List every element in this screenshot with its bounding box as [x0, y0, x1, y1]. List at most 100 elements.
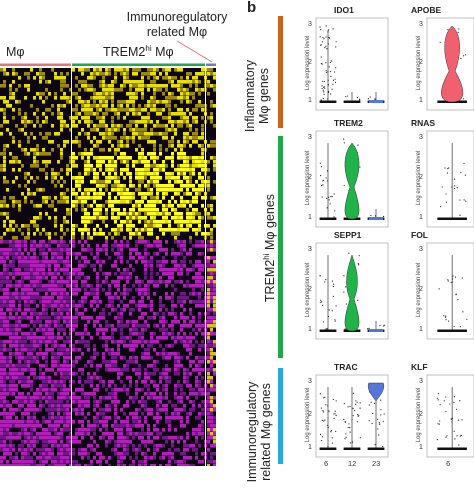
data-point	[457, 298, 459, 301]
data-point	[345, 303, 347, 305]
data-point	[335, 46, 337, 48]
violin-flat	[368, 217, 384, 220]
data-point	[380, 409, 382, 411]
data-point	[325, 278, 327, 281]
data-point	[359, 402, 361, 404]
data-point	[322, 304, 324, 306]
data-point	[323, 80, 326, 83]
data-point	[349, 405, 351, 408]
group-bar-inflammatory	[278, 16, 283, 128]
data-point	[464, 174, 467, 176]
violin-plot-sepp1	[315, 242, 389, 340]
y-tick-label: 3	[419, 378, 423, 385]
data-point	[463, 162, 465, 165]
data-point	[453, 187, 456, 190]
data-point	[457, 419, 460, 421]
data-point	[451, 421, 453, 423]
data-point	[369, 96, 371, 98]
data-point	[343, 275, 345, 277]
data-point	[453, 325, 455, 328]
gene-title-klf: KLF	[411, 362, 428, 372]
y-tick-label: 1	[419, 214, 423, 221]
immuno-cluster-bar	[206, 63, 216, 66]
data-point	[327, 405, 329, 407]
data-point	[459, 326, 461, 328]
data-point	[334, 410, 336, 412]
data-point	[452, 275, 454, 277]
data-point	[344, 420, 346, 423]
data-point	[378, 434, 380, 436]
y-tick-label: 2	[308, 59, 312, 66]
data-point	[326, 197, 328, 199]
data-point	[349, 426, 351, 429]
data-point	[445, 319, 447, 321]
data-point	[356, 97, 359, 99]
data-point	[438, 288, 440, 290]
gene-title-apobe: APOBE	[411, 5, 442, 15]
data-point	[330, 70, 332, 73]
data-point	[332, 398, 334, 401]
y-tick-label: 3	[308, 21, 312, 28]
data-point	[327, 446, 329, 448]
x-tick-label: 6	[324, 459, 329, 468]
data-point	[331, 310, 333, 312]
data-point	[335, 41, 337, 43]
data-point	[462, 311, 464, 313]
data-point	[334, 78, 336, 80]
data-point	[437, 399, 439, 401]
data-point	[329, 61, 331, 64]
data-point	[328, 66, 330, 68]
data-point	[333, 193, 335, 195]
data-point	[445, 396, 447, 398]
data-point	[327, 98, 329, 100]
data-point	[319, 301, 321, 303]
immuno-pointer-line	[176, 40, 213, 63]
trem2-prefix: TREM2	[103, 45, 146, 60]
plot-frame	[426, 374, 474, 458]
data-point	[372, 412, 374, 414]
data-point	[330, 431, 332, 433]
group-bar-immunoregulatory	[278, 368, 283, 464]
data-point	[331, 60, 333, 62]
data-point	[326, 170, 329, 172]
data-point	[440, 205, 442, 208]
data-point	[445, 201, 447, 203]
data-point	[325, 36, 327, 38]
inflam-cluster-label: Mφ	[6, 45, 25, 59]
data-point	[367, 98, 369, 100]
data-point	[437, 393, 440, 395]
data-point	[460, 57, 462, 60]
data-point	[327, 424, 329, 426]
violin-flat	[368, 100, 384, 103]
gene-title-rnas: RNAS	[411, 118, 436, 128]
data-point	[348, 252, 350, 254]
data-point	[321, 63, 323, 65]
data-point	[335, 305, 337, 307]
data-point	[368, 404, 370, 406]
data-point	[463, 98, 465, 100]
data-point	[353, 409, 356, 412]
data-point	[453, 178, 456, 180]
data-point	[352, 392, 355, 394]
data-point	[319, 175, 322, 177]
data-point	[453, 401, 455, 404]
data-point	[458, 28, 460, 30]
data-point	[332, 28, 334, 30]
data-point	[327, 43, 330, 45]
data-point	[331, 437, 333, 439]
data-point	[373, 402, 376, 404]
data-point	[327, 426, 329, 429]
data-point	[457, 31, 459, 34]
data-point	[459, 214, 461, 216]
data-point	[345, 328, 347, 330]
data-point	[343, 418, 345, 421]
data-point	[464, 54, 467, 56]
data-point	[333, 71, 336, 73]
data-point	[357, 264, 360, 266]
data-point	[357, 414, 359, 416]
gene-title-sepp1: SEPP1	[334, 230, 362, 240]
data-point	[461, 419, 463, 421]
data-point	[325, 404, 327, 406]
data-point	[343, 184, 345, 187]
data-point	[370, 401, 372, 403]
